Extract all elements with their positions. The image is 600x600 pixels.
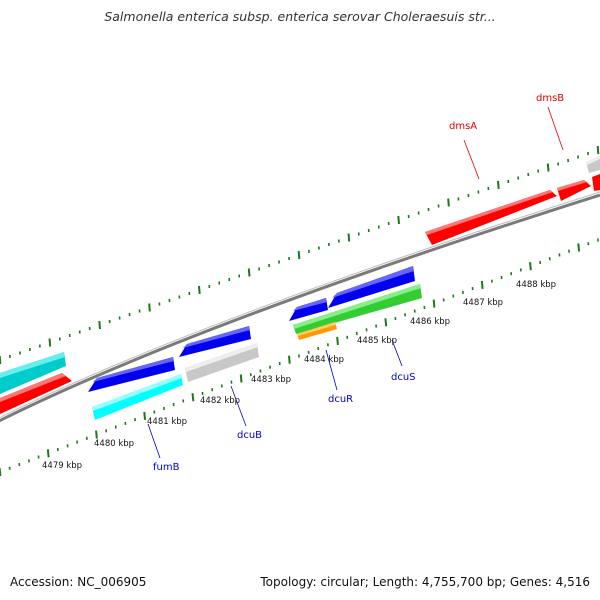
gene-label-fumB[interactable]: fumB [153,462,180,473]
dmsB-leader-line [547,106,564,151]
major-tick [247,268,251,277]
dcuS-leader-line [391,339,403,367]
scale-label: 4488 kbp [516,280,556,290]
major-tick [288,355,291,364]
major-tick [46,449,50,458]
gene-dmsA-block[interactable] [425,190,557,245]
major-tick [148,303,151,312]
scale-label: 4482 kbp [200,396,240,406]
major-tick [297,250,301,260]
major-tick [198,285,201,295]
scale-ticks-inner [0,238,599,477]
genome-backbone-inner [0,191,600,419]
major-tick [336,336,339,346]
gene-red-left[interactable] [0,373,72,414]
map-title: Salmonella enterica subsp. enterica sero… [104,9,496,24]
major-tick [384,318,388,327]
major-tick [98,320,101,330]
gene-label-dmsA[interactable]: dmsA [449,121,477,132]
gene-red-edge[interactable] [592,174,600,191]
gene-orange-inner[interactable] [297,322,337,340]
scale-label: 4483 kbp [251,375,291,385]
major-tick [546,163,550,172]
major-tick [480,280,484,289]
gene-dmsB-block[interactable] [557,180,591,201]
fumB-leader-line [147,423,161,459]
gene-blue-3[interactable] [289,298,328,321]
gene-gray-edge[interactable] [586,156,600,173]
scale-label: 4486 kbp [410,317,450,327]
scale-label: 4480 kbp [94,439,134,449]
dcuB-leader-line [230,385,247,427]
gene-teal-left[interactable] [0,352,66,394]
major-tick [95,430,98,439]
scale-label: 4485 kbp [357,336,397,346]
scale-label: 4479 kbp [42,461,82,471]
major-tick [596,145,600,155]
scale-ticks-outer [0,145,600,365]
dmsA-leader-line [463,139,480,180]
major-tick [447,198,450,207]
gene-blue-2[interactable] [179,326,251,357]
major-tick [497,180,500,190]
gene-fumB-block[interactable] [92,374,183,420]
major-tick [191,393,195,402]
scale-label: 4481 kbp [147,417,187,427]
gene-label-dcuB[interactable]: dcuB [237,430,262,441]
accession-text: Accession: NC_006905 [10,575,147,589]
gene-blue-1[interactable] [88,357,175,392]
gene-blue-4[interactable] [328,266,415,308]
gene-label-dcuS[interactable]: dcuS [391,372,416,383]
major-tick [432,299,436,308]
major-tick [143,411,146,420]
gene-green-inner[interactable] [293,284,422,334]
genome-backbone-outer [0,193,600,423]
major-tick [239,374,243,383]
major-tick [347,233,351,242]
major-tick [48,338,52,347]
scale-label: 4484 kbp [304,355,344,365]
gene-label-dcuR[interactable]: dcuR [328,394,353,405]
major-tick [529,262,532,271]
gene-gray-inner[interactable] [185,343,259,382]
dcuR-leader-line [325,349,338,391]
topology-summary-text: Topology: circular; Length: 4,755,700 bp… [260,575,590,589]
major-tick [397,215,400,225]
major-tick [577,243,581,252]
gene-label-dmsB[interactable]: dmsB [536,93,564,104]
scale-label: 4487 kbp [463,298,503,308]
